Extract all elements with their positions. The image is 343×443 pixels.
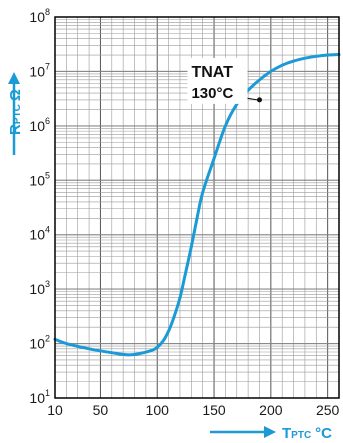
annotation-label-line1: TNAT	[191, 64, 233, 81]
x-tick-label: 150	[202, 402, 226, 418]
annotation-label-line2: 130°C	[191, 85, 233, 102]
x-axis-label-unit: °C	[315, 425, 332, 442]
x-axis-label-main: T	[282, 425, 291, 442]
x-tick-label: 10	[47, 402, 63, 418]
x-axis-label-sub: PTC	[291, 430, 311, 441]
plot-frame	[54, 16, 340, 399]
y-tick-label: 108	[29, 7, 50, 25]
y-tick-label: 107	[29, 61, 50, 79]
y-axis-label: RPTC Ω	[7, 89, 24, 135]
y-axis-label-main: R	[7, 124, 24, 135]
x-tick-label: 50	[93, 402, 109, 418]
y-axis-label-unit: Ω	[7, 89, 24, 101]
x-axis-arrow	[210, 426, 276, 438]
y-tick-label: 106	[29, 116, 50, 134]
series-line	[53, 53, 341, 357]
x-axis-label: TPTC °C	[282, 425, 332, 442]
y-tick-labels: 101 102 103 104 105 106 107 108	[29, 7, 50, 406]
x-tick-labels: 10 50 100 150 200 250	[47, 402, 339, 418]
y-tick-label: 105	[29, 170, 50, 188]
y-axis-arrow	[8, 72, 20, 155]
y-axis-label-sub: PTC	[12, 104, 23, 124]
svg-text:RPTCΩ: RPTC Ω	[7, 89, 24, 135]
y-tick-label: 103	[29, 279, 50, 297]
annotation-background	[187, 57, 248, 104]
x-tick-label: 250	[316, 402, 340, 418]
y-tick-label: 101	[29, 388, 50, 406]
x-tick-label: 200	[259, 402, 283, 418]
y-tick-label: 104	[29, 225, 50, 243]
x-tick-label: 100	[146, 402, 170, 418]
y-tick-label: 102	[29, 334, 50, 352]
annotation-point	[256, 97, 262, 103]
